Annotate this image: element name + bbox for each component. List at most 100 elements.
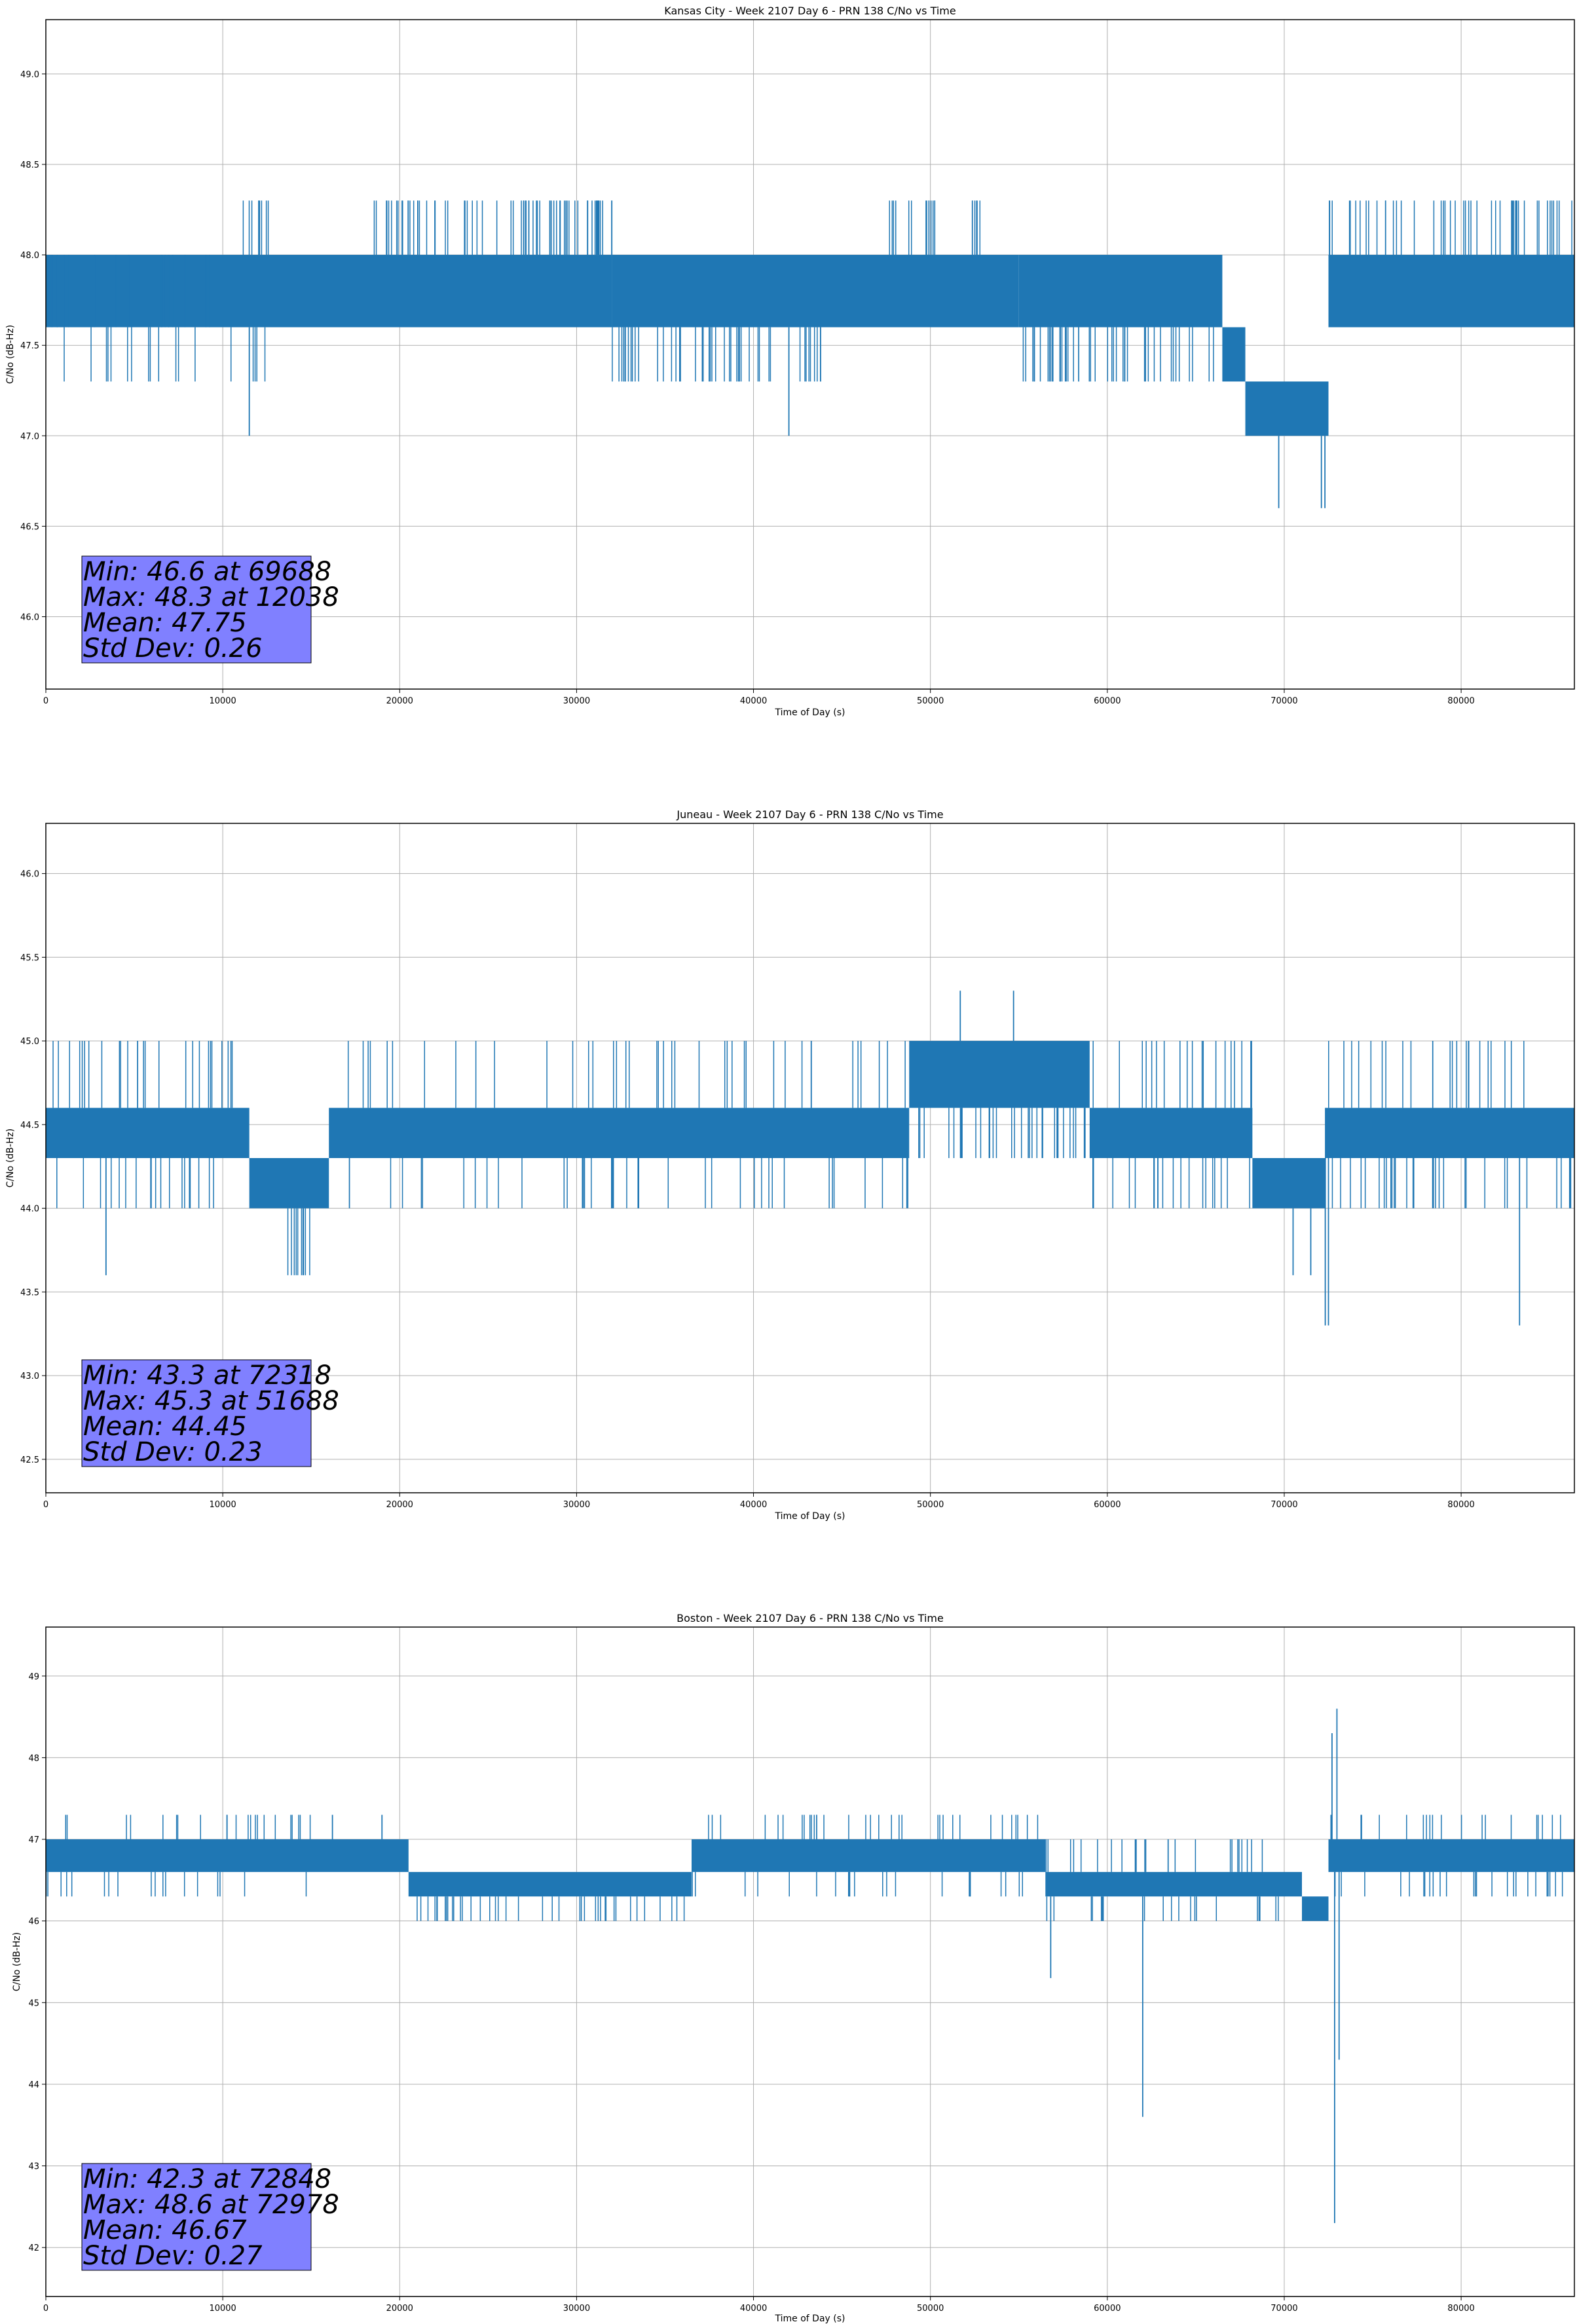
y-tick-label: 49 [28,1672,39,1682]
y-tick-label: 44.5 [20,1121,39,1131]
stats-std-dev: Std Dev: 0.23 [83,1437,263,1467]
series-band [1328,255,1574,328]
y-axis-label: C/No (dB-Hz) [5,325,16,384]
cno-series [46,1041,1574,1209]
y-tick-label: 48.0 [20,251,39,261]
series-band [46,1839,409,1872]
x-tick-label: 80000 [1447,2304,1474,2314]
plot-frame [45,1626,1575,2297]
series-band [1328,1839,1574,1872]
x-tick-label: 20000 [386,2304,413,2314]
x-tick-label: 30000 [563,2304,590,2314]
y-tick-label: 44 [28,2080,39,2090]
series-band [1089,1108,1253,1158]
stats-std-dev: Std Dev: 0.26 [83,633,263,664]
x-tick-label: 40000 [740,696,767,706]
y-tick-label: 42.5 [20,1455,39,1465]
series-band [46,255,612,328]
y-tick-label: 44.0 [20,1205,39,1214]
y-tick-label: 46.0 [20,613,39,623]
chart-title: Juneau - Week 2107 Day 6 - PRN 138 C/No … [676,808,943,821]
y-tick-label: 43.0 [20,1372,39,1381]
x-tick-label: 30000 [563,1500,590,1510]
y-axis-ticks: 42 43 44 45 46 47 48 49 [28,1672,46,2253]
x-axis-ticks: 0 10000 20000 30000 40000 50000 60000 70000 8000… [43,689,1475,706]
x-tick-label: 80000 [1447,696,1474,706]
series-band [329,1108,910,1158]
plot-frame [45,19,1575,690]
series-band [408,1871,692,1897]
series-band [1325,1108,1574,1158]
stats-min: Min: 46.6 at 69688 [83,557,331,587]
series-band [46,1108,250,1158]
series-band [1252,1158,1326,1209]
series-band [909,1041,1090,1108]
y-tick-label: 48.5 [20,160,39,170]
x-tick-label: 50000 [917,696,944,706]
stats-box: Min: 43.3 at 72318 Max: 45.3 at 51688 Me… [81,1359,339,1467]
chart-title: Boston - Week 2107 Day 6 - PRN 138 C/No … [677,1612,944,1624]
x-axis-ticks: 0 10000 20000 30000 40000 50000 60000 70000 8000… [43,1493,1475,1510]
x-tick-label: 60000 [1094,2304,1121,2314]
stats-box-background [81,1359,312,1467]
x-tick-label: 0 [43,2304,48,2314]
series-band [1301,1896,1329,1921]
y-tick-label: 43 [28,2162,39,2172]
y-tick-label: 45 [28,1998,39,2008]
x-tick-label: 20000 [386,696,413,706]
stats-box-background [81,555,312,664]
x-tick-label: 0 [43,696,48,706]
series-band [1245,381,1329,436]
x-tick-label: 70000 [1271,696,1297,706]
x-tick-label: 50000 [917,2304,944,2314]
stats-mean: Mean: 46.67 [83,2215,247,2245]
cno-series [46,1839,1574,1921]
y-axis-ticks: 42.5 43.0 43.5 44.0 44.5 45.0 45.5 46.0 [20,870,46,1465]
y-tick-label: 47 [28,1835,39,1845]
stats-max: Max: 48.6 at 72978 [83,2190,339,2220]
stats-mean: Mean: 44.45 [83,1412,247,1442]
x-tick-label: 0 [43,1500,48,1510]
series-band [612,255,1019,328]
stats-box: Min: 46.6 at 69688 Max: 48.3 at 12038 Me… [81,555,339,664]
plot-frame [45,823,1575,1493]
series-band [1018,255,1223,328]
stats-box: Min: 42.3 at 72848 Max: 48.6 at 72978 Me… [81,2163,339,2271]
y-tick-label: 42 [28,2243,39,2253]
x-tick-label: 20000 [386,1500,413,1510]
series-band [1045,1871,1302,1897]
series-band [249,1158,329,1209]
x-tick-label: 70000 [1271,2304,1297,2314]
x-tick-label: 80000 [1447,1500,1474,1510]
x-tick-label: 70000 [1271,1500,1297,1510]
y-tick-label: 45.5 [20,953,39,963]
series-band [1222,327,1246,382]
stats-min: Min: 43.3 at 72318 [83,1360,331,1391]
x-axis-label: Time of Day (s) [775,707,845,718]
x-tick-label: 10000 [209,1500,236,1510]
stats-max: Max: 48.3 at 12038 [83,582,339,612]
chart-title: Kansas City - Week 2107 Day 6 - PRN 138 … [664,5,955,17]
stats-box-background [81,2163,312,2271]
stats-min: Min: 42.3 at 72848 [83,2164,331,2194]
stats-std-dev: Std Dev: 0.27 [83,2241,263,2271]
x-tick-label: 40000 [740,2304,767,2314]
cno-series [46,255,1574,436]
stats-max: Max: 45.3 at 51688 [83,1386,339,1416]
x-tick-label: 40000 [740,1500,767,1510]
y-tick-label: 46.5 [20,522,39,532]
chart-kansas-city: Kansas City - Week 2107 Day 6 - PRN 138 … [5,5,1575,718]
x-tick-label: 60000 [1094,696,1121,706]
x-axis-label: Time of Day (s) [775,2314,845,2324]
cno-series-spikes [52,990,1572,1326]
y-tick-label: 47.0 [20,432,39,441]
y-axis-label: C/No (dB-Hz) [12,1932,22,1991]
x-tick-label: 10000 [209,2304,236,2314]
y-tick-label: 43.5 [20,1288,39,1298]
y-tick-label: 45.0 [20,1037,39,1047]
cno-series-spikes [50,200,1572,508]
y-tick-label: 46 [28,1917,39,1927]
series-band [692,1839,1046,1872]
y-tick-label: 49.0 [20,70,39,80]
